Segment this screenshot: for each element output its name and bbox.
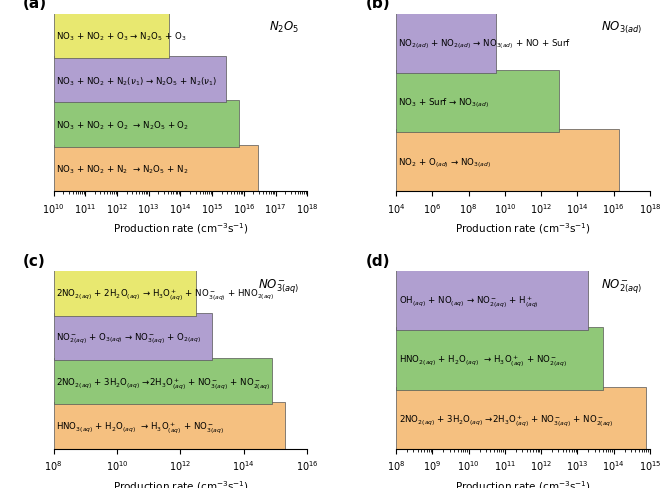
Text: NO$_3$ + NO$_2$ + O$_2$  → N$_2$O$_5$ + O$_2$: NO$_3$ + NO$_2$ + O$_2$ → N$_2$O$_5$ + O… bbox=[56, 119, 190, 132]
Bar bbox=[396, 130, 619, 192]
X-axis label: Production rate (cm$^{-3}$s$^{-1}$): Production rate (cm$^{-3}$s$^{-1}$) bbox=[113, 478, 249, 488]
Bar bbox=[54, 145, 258, 192]
Text: 2NO$_{2(aq)}$ + 3H$_2$O$_{(aq)}$ →2H$_3$O$^+_{(aq)}$ + NO$^-_{3(aq)}$ + NO$^-_{2: 2NO$_{2(aq)}$ + 3H$_2$O$_{(aq)}$ →2H$_3$… bbox=[56, 375, 271, 390]
Text: OH$_{(aq)}$ + NO$_{(aq)}$ → NO$^-_{2(aq)}$ + H$^+_{(aq)}$: OH$_{(aq)}$ + NO$_{(aq)}$ → NO$^-_{2(aq)… bbox=[399, 294, 539, 308]
Bar bbox=[396, 328, 603, 390]
Bar bbox=[396, 387, 647, 449]
Text: NO$_{3(ad)}$: NO$_{3(ad)}$ bbox=[601, 20, 643, 36]
Text: (a): (a) bbox=[23, 0, 48, 11]
X-axis label: Production rate (cm$^{-3}$s$^{-1}$): Production rate (cm$^{-3}$s$^{-1}$) bbox=[113, 221, 249, 236]
X-axis label: Production rate (cm$^{-3}$s$^{-1}$): Production rate (cm$^{-3}$s$^{-1}$) bbox=[455, 478, 591, 488]
Text: NO$_{2(ad)}$ + NO$_{2(ad)}$ → NO$_{3(ad)}$ + NO + Surf: NO$_{2(ad)}$ + NO$_{2(ad)}$ → NO$_{3(ad)… bbox=[397, 37, 570, 51]
Text: HNO$_{2(aq)}$ + H$_2$O$_{(aq)}$  → H$_3$O$^+_{(aq)}$ + NO$^-_{2(aq)}$: HNO$_{2(aq)}$ + H$_2$O$_{(aq)}$ → H$_3$O… bbox=[399, 353, 567, 368]
Text: N$_2$O$_5$: N$_2$O$_5$ bbox=[269, 20, 299, 35]
Text: NO$_3$ + Surf → NO$_{3(ad)}$: NO$_3$ + Surf → NO$_{3(ad)}$ bbox=[397, 97, 489, 110]
Text: 2NO$_{2(aq)}$ + 2H$_2$O$_{(aq)}$ → H$_3$O$^+_{(aq)}$ + NO$^-_{3(aq)}$ + HNO$_{2(: 2NO$_{2(aq)}$ + 2H$_2$O$_{(aq)}$ → H$_3$… bbox=[56, 286, 275, 301]
Text: (b): (b) bbox=[366, 0, 391, 11]
Bar bbox=[54, 12, 170, 59]
Text: NO$_3$ + NO$_2$ + N$_2$($\nu_1$) → N$_2$O$_5$ + N$_2$($\nu_1$): NO$_3$ + NO$_2$ + N$_2$($\nu_1$) → N$_2$… bbox=[56, 75, 217, 87]
Bar bbox=[54, 57, 226, 103]
Text: NO$^-_{3(aq)}$: NO$^-_{3(aq)}$ bbox=[259, 277, 299, 295]
Bar bbox=[54, 314, 212, 360]
Text: NO$^-_{2(aq)}$ + O$_{3(aq)}$ → NO$^-_{3(aq)}$ + O$_{2(aq)}$: NO$^-_{2(aq)}$ + O$_{3(aq)}$ → NO$^-_{3(… bbox=[56, 331, 201, 345]
X-axis label: Production rate (cm$^{-3}$s$^{-1}$): Production rate (cm$^{-3}$s$^{-1}$) bbox=[455, 221, 591, 236]
Bar bbox=[396, 269, 588, 331]
Text: (d): (d) bbox=[366, 253, 390, 268]
Text: (c): (c) bbox=[23, 253, 46, 268]
Bar bbox=[396, 71, 559, 133]
Text: NO$_3$ + NO$_2$ + O$_3$ → N$_2$O$_5$ + O$_3$: NO$_3$ + NO$_2$ + O$_3$ → N$_2$O$_5$ + O… bbox=[56, 31, 186, 43]
Text: HNO$_{3(aq)}$ + H$_2$O$_{(aq)}$  → H$_3$O$^+_{(aq)}$ + NO$^-_{3(aq)}$: HNO$_{3(aq)}$ + H$_2$O$_{(aq)}$ → H$_3$O… bbox=[56, 419, 224, 434]
Text: NO$_2$ + O$_{(ad)}$ → NO$_{3(ad)}$: NO$_2$ + O$_{(ad)}$ → NO$_{3(ad)}$ bbox=[397, 156, 490, 169]
Bar bbox=[54, 101, 239, 147]
Bar bbox=[54, 358, 273, 405]
Bar bbox=[396, 12, 496, 74]
Text: 2NO$_{2(aq)}$ + 3H$_2$O$_{(aq)}$ →2H$_3$O$^+_{(aq)}$ + NO$^-_{3(aq)}$ + NO$^-_{2: 2NO$_{2(aq)}$ + 3H$_2$O$_{(aq)}$ →2H$_3$… bbox=[399, 412, 614, 427]
Text: NO$^-_{2(aq)}$: NO$^-_{2(aq)}$ bbox=[601, 277, 643, 295]
Bar bbox=[54, 403, 285, 449]
Bar bbox=[54, 269, 196, 316]
Text: NO$_3$ + NO$_2$ + N$_2$  → N$_2$O$_5$ + N$_2$: NO$_3$ + NO$_2$ + N$_2$ → N$_2$O$_5$ + N… bbox=[56, 163, 189, 176]
